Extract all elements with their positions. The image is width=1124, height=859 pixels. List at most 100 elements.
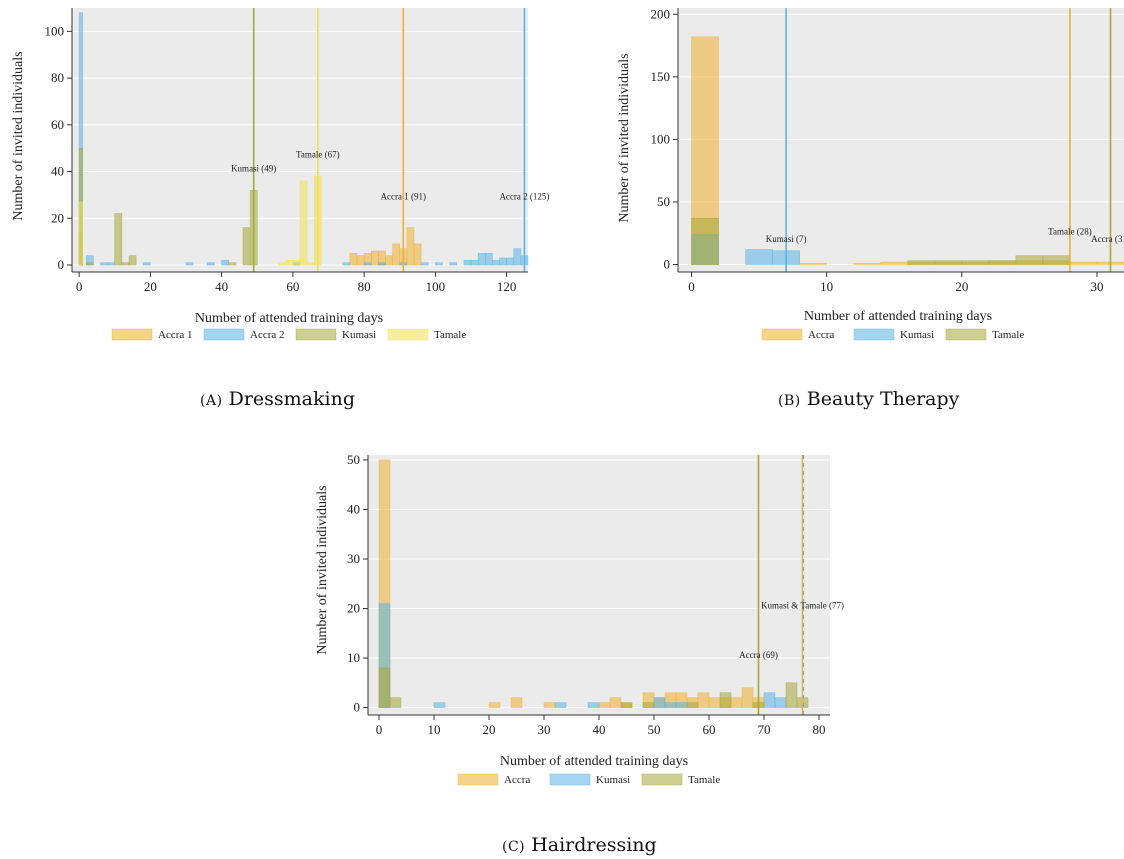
plot-area [678, 8, 1124, 272]
y-tick-label: 200 [651, 6, 671, 21]
bar-accra [741, 687, 754, 708]
bar-accra [609, 697, 622, 708]
y-tick-label: 100 [651, 131, 671, 146]
bar-kumasi [242, 227, 251, 266]
y-tick-label: 50 [347, 452, 360, 467]
bar-accra-2 [143, 262, 151, 266]
bar-kumasi [121, 262, 130, 266]
y-tick-label: 100 [45, 23, 65, 38]
reference-line-label: Kumasi (7) [766, 234, 807, 244]
legend-swatch [945, 328, 987, 341]
x-tick-label: 0 [376, 722, 383, 737]
x-axis-title: Number of attended training days [804, 309, 992, 324]
y-tick-label: 0 [664, 256, 671, 271]
bar-accra [1069, 261, 1098, 265]
bar-accra [730, 697, 743, 708]
legend-label: Accra 2 [250, 329, 285, 341]
y-tick-label: 150 [651, 69, 671, 84]
bar-accra-2 [463, 260, 472, 266]
reference-line-label: Kumasi (49) [231, 164, 276, 174]
bar-accra-2 [420, 262, 429, 266]
bar-tamale [686, 702, 699, 708]
bar-kumasi [763, 692, 776, 708]
legend-label: Accra [808, 329, 834, 341]
y-tick-label: 10 [347, 650, 360, 665]
legend-swatch [387, 328, 429, 341]
bar-accra [708, 697, 721, 708]
x-tick-label: 40 [215, 279, 228, 294]
bar-tamale [292, 260, 301, 266]
bar-kumasi [745, 249, 773, 265]
bar-accra-1 [413, 243, 422, 266]
bar-accra-2 [100, 262, 108, 266]
bar-accra-2 [435, 262, 443, 266]
bar-kumasi [664, 702, 677, 708]
x-tick-label: 30 [538, 722, 551, 737]
y-tick-label: 60 [51, 117, 64, 132]
reference-line-label: Accra 1 (91) [381, 192, 426, 202]
y-axis-title: Number of invited individuals [11, 51, 26, 220]
legend-swatch [295, 328, 337, 341]
chart-beauty-therapy: Number of invited individuals Number of … [617, 6, 1124, 341]
y-tick-label: 40 [51, 164, 64, 179]
bar-tamale [1015, 255, 1044, 265]
x-tick-label: 20 [144, 279, 157, 294]
y-axis-title: Number of invited individuals [617, 53, 632, 222]
reference-line-label: Accra (69) [739, 650, 778, 660]
bar-kumasi [675, 702, 688, 708]
bar-accra [543, 702, 556, 708]
bar-kumasi [433, 702, 446, 708]
chart-dressmaking: Number of invited individuals Number of … [11, 8, 549, 341]
bar-accra-2 [363, 262, 372, 266]
bar-tamale [389, 697, 402, 708]
bar-tamale [642, 702, 655, 708]
y-tick-label: 50 [657, 194, 670, 209]
bar-kumasi [128, 255, 137, 266]
bar-kumasi [587, 702, 600, 708]
x-tick-label: 50 [648, 722, 661, 737]
bar-accra [853, 262, 881, 265]
y-tick-label: 0 [354, 700, 361, 715]
x-tick-label: 20 [483, 722, 496, 737]
reference-line-label: Kumasi & Tamale (77) [761, 601, 844, 611]
bar-accra [697, 692, 710, 708]
bar-tamale [78, 201, 83, 266]
x-tick-label: 80 [813, 722, 826, 737]
bar-accra-2 [107, 262, 115, 266]
y-tick-label: 30 [347, 551, 360, 566]
x-tick-label: 0 [76, 279, 83, 294]
legend-label: Tamale [992, 329, 1024, 341]
legend-label: Kumasi [900, 329, 934, 341]
x-tick-label: 10 [428, 722, 441, 737]
legend-swatch [761, 328, 803, 341]
bar-accra-2 [499, 257, 507, 266]
legend-label: Tamale [434, 329, 466, 341]
bar-accra-1 [406, 227, 415, 266]
bar-accra-2 [477, 253, 486, 266]
bar-tamale [285, 260, 294, 266]
legend-swatch [641, 773, 683, 786]
bar-accra-1 [356, 255, 365, 266]
bar-accra-2 [485, 253, 493, 266]
x-tick-label: 20 [955, 279, 968, 294]
x-tick-label: 60 [286, 279, 299, 294]
bar-tamale [306, 262, 315, 266]
bar-kumasi [228, 262, 237, 266]
bar-tamale [719, 692, 732, 708]
bar-accra-1 [349, 253, 358, 266]
y-tick-label: 20 [51, 210, 64, 225]
legend: Accra Kumasi Tamale [457, 773, 720, 786]
bar-tamale [278, 262, 286, 266]
bar-accra-2 [513, 248, 522, 266]
bar-tamale [620, 702, 633, 708]
bar-tamale [785, 682, 798, 708]
bar-accra-2 [378, 262, 386, 266]
reference-line-label: Tamale (28) [1048, 226, 1092, 236]
y-axis-title: Number of invited individuals [315, 485, 330, 654]
legend-swatch [111, 328, 153, 341]
bar-accra [510, 697, 523, 708]
legend-label: Accra 1 [158, 329, 193, 341]
bar-accra [488, 702, 501, 708]
bar-tamale [988, 260, 1017, 265]
legend: Accra Kumasi Tamale [761, 328, 1024, 341]
